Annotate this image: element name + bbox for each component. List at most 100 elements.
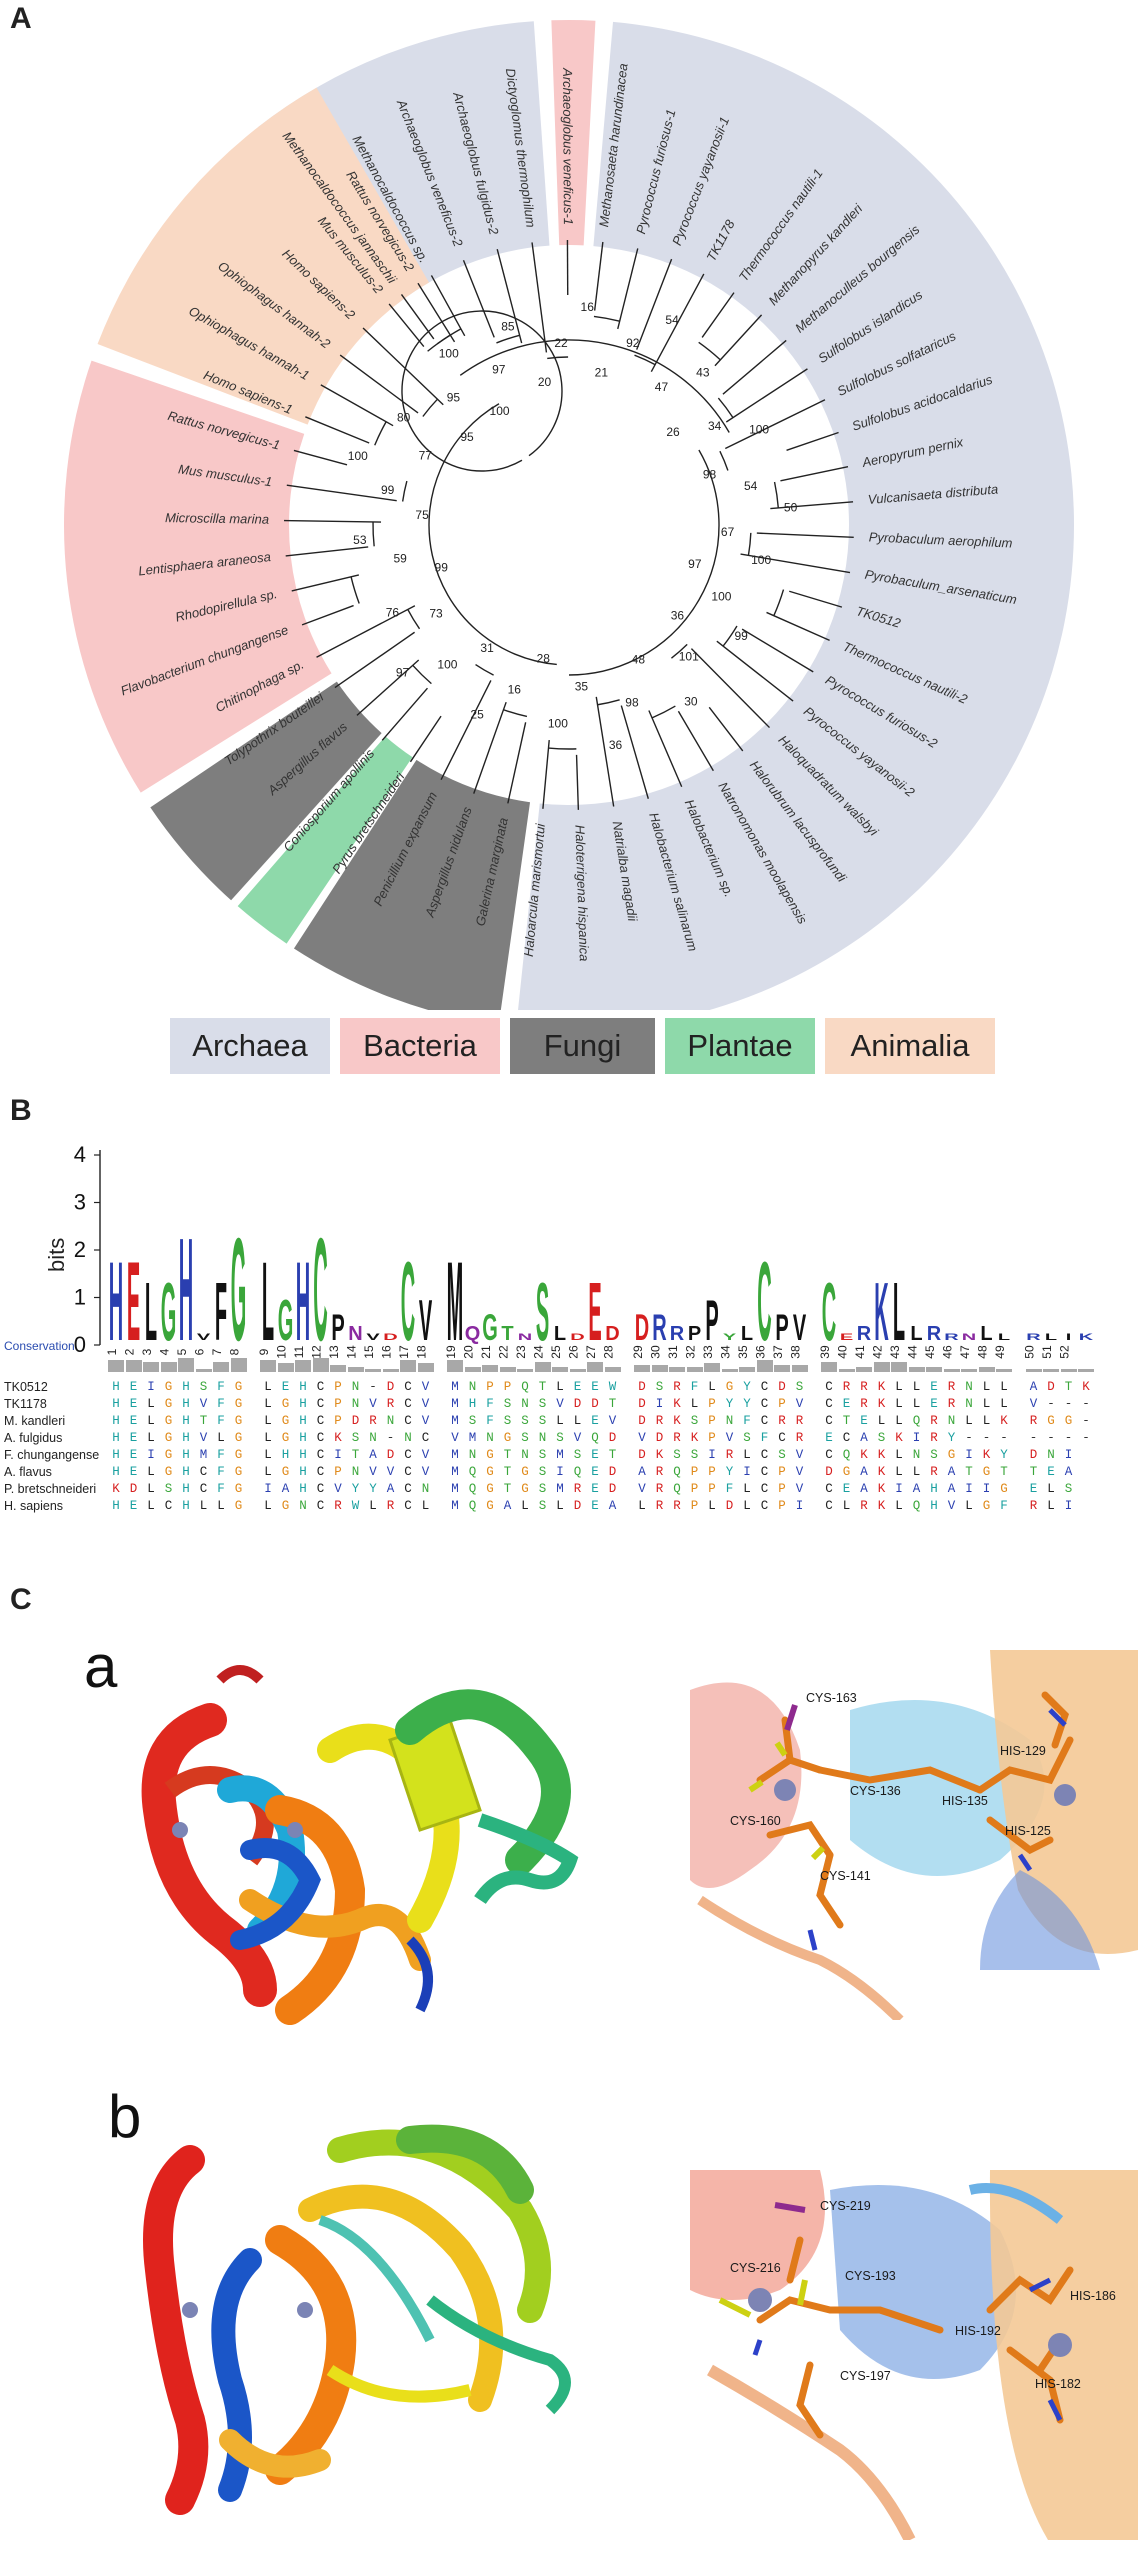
- residue: D: [1029, 1448, 1038, 1462]
- logo-letter: G: [161, 1266, 177, 1358]
- residue: T: [608, 1448, 617, 1462]
- residue: D: [1047, 1380, 1055, 1394]
- residue: V: [556, 1397, 564, 1411]
- residue: I: [1064, 1448, 1073, 1462]
- residue: C: [825, 1380, 833, 1394]
- residue: Q: [673, 1482, 681, 1496]
- residue: E: [591, 1499, 599, 1513]
- conservation-bar: [143, 1361, 159, 1372]
- leaf-branch: [462, 259, 495, 338]
- position-label: 14: [345, 1345, 359, 1359]
- bootstrap-values: 100 97 85 20 22 16 21 92 54 47 43 26 34 100 98 54 50 67 10…: [348, 300, 798, 752]
- residue: C: [760, 1448, 769, 1462]
- residue: Y: [725, 1397, 734, 1411]
- residue: A: [947, 1482, 956, 1496]
- residue: V: [421, 1380, 430, 1394]
- residue: H: [299, 1380, 307, 1394]
- bootstrap-value: 25: [470, 707, 484, 721]
- logo-letter: Q: [465, 1323, 481, 1345]
- residue: D: [778, 1380, 786, 1394]
- logo-letter: G: [482, 1308, 498, 1349]
- residue: V: [725, 1431, 734, 1445]
- residue: K: [877, 1397, 886, 1411]
- leaf-branch: [320, 384, 394, 427]
- residue: E: [842, 1482, 851, 1496]
- leaf-branch: [593, 241, 604, 311]
- conservation-bar: [312, 1358, 329, 1372]
- residue: K: [877, 1482, 886, 1496]
- bootstrap-value: 100: [439, 347, 459, 361]
- logo-letter: N: [962, 1332, 976, 1342]
- residue: H: [930, 1482, 938, 1496]
- clade-arc: [422, 398, 438, 417]
- clade-arc: [698, 341, 721, 361]
- clade-arc: [407, 609, 421, 630]
- label-cys-141: CYS-141: [820, 1869, 871, 1883]
- leaf-branch: [496, 249, 523, 344]
- position-label: 27: [584, 1345, 598, 1359]
- position-label: 50: [1023, 1345, 1037, 1359]
- residue: Y: [947, 1431, 956, 1445]
- conservation-bar: [295, 1359, 311, 1372]
- residue: S: [538, 1465, 547, 1479]
- leaf-branch: [740, 553, 851, 574]
- residue: P: [708, 1482, 716, 1496]
- bootstrap-value: 54: [665, 313, 679, 327]
- kingdom-legend: Archaea Bacteria Fungi Plantae Animalia: [170, 1018, 995, 1078]
- clade-arc: [593, 315, 620, 322]
- y-tick-label: 2: [74, 1237, 86, 1262]
- residue: R: [860, 1380, 868, 1394]
- residue: C: [316, 1465, 325, 1479]
- sequence-name: H. sapiens: [4, 1499, 64, 1513]
- y-tick-label: 1: [74, 1285, 86, 1310]
- residue: G: [234, 1448, 243, 1462]
- residue: D: [608, 1482, 617, 1496]
- taxon-label: Haloterrigena hispanica: [572, 825, 591, 962]
- residue: C: [825, 1499, 833, 1513]
- residue: F: [217, 1380, 225, 1394]
- residue: E: [129, 1499, 138, 1513]
- residue: H: [182, 1431, 190, 1445]
- residue: G: [281, 1397, 290, 1411]
- residue: S: [164, 1482, 173, 1496]
- residue: G: [234, 1431, 243, 1445]
- residue: Y: [369, 1482, 377, 1496]
- residue: N: [947, 1414, 956, 1428]
- position-label: 40: [836, 1345, 850, 1359]
- residue: S: [351, 1431, 360, 1445]
- logo-letter: G: [231, 1208, 247, 1360]
- position-label: 49: [993, 1345, 1007, 1359]
- leaf-branch: [305, 416, 370, 444]
- logo-letter: K: [1079, 1332, 1094, 1342]
- residue: L: [264, 1380, 272, 1394]
- position-label: 12: [310, 1345, 324, 1359]
- logo-letter: N: [518, 1332, 532, 1342]
- residue: -: [1000, 1431, 1008, 1445]
- residue: C: [825, 1397, 833, 1411]
- residue: H: [112, 1465, 120, 1479]
- residue: A: [369, 1448, 377, 1462]
- residue: G: [486, 1482, 494, 1496]
- residue: C: [760, 1499, 769, 1513]
- leaf-branch: [756, 532, 854, 538]
- residue: V: [573, 1431, 582, 1445]
- position-label: 30: [649, 1345, 663, 1359]
- residue: G: [521, 1465, 529, 1479]
- position-label: 19: [444, 1345, 458, 1359]
- conservation-bar: [1078, 1368, 1094, 1372]
- residue: A: [860, 1431, 868, 1445]
- conservation-bar: [125, 1359, 142, 1372]
- residue: Q: [468, 1482, 477, 1496]
- leaf-branch: [301, 604, 354, 626]
- logo-letter: L: [145, 1266, 157, 1358]
- label-his-125: HIS-125: [1005, 1824, 1051, 1838]
- bootstrap-value: 100: [490, 404, 510, 418]
- residue: T: [965, 1465, 973, 1479]
- position-label: 17: [397, 1345, 411, 1359]
- residue: Y: [743, 1397, 751, 1411]
- panel-c-letter: C: [10, 1583, 32, 1616]
- residue: A: [860, 1465, 868, 1479]
- residue: C: [825, 1448, 833, 1462]
- residue: S: [930, 1448, 938, 1462]
- conservation-bar: [1043, 1368, 1059, 1372]
